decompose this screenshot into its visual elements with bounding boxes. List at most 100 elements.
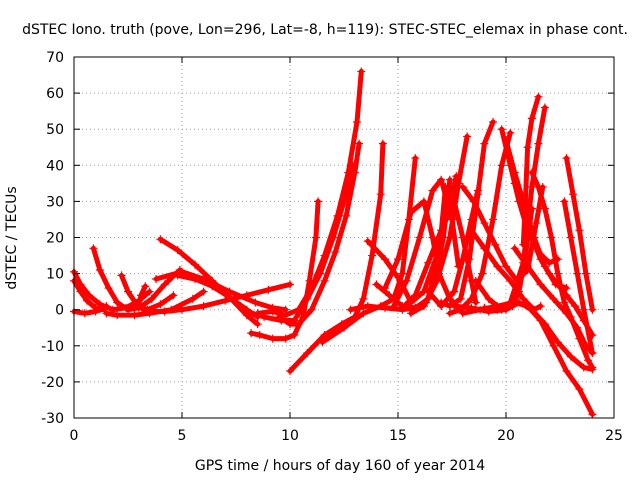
data-point (566, 312, 575, 321)
data-point (311, 233, 320, 242)
data-point (419, 302, 428, 311)
data-series (450, 298, 597, 374)
data-series (275, 139, 364, 329)
data-point (294, 305, 303, 314)
data-point (378, 139, 387, 148)
data-point (156, 300, 165, 309)
data-point (467, 303, 476, 312)
data-point (188, 294, 197, 303)
data-point (497, 125, 506, 134)
data-point (355, 139, 364, 148)
data-point (465, 255, 474, 264)
data-point (394, 255, 402, 264)
data-point (458, 309, 467, 318)
data-point (199, 287, 208, 296)
data-point (545, 269, 554, 278)
data-point (502, 136, 510, 145)
x-tick-label: 15 (389, 428, 407, 444)
series-line (529, 170, 595, 370)
data-point (89, 244, 98, 253)
series-line (71, 305, 109, 316)
data-point (566, 352, 575, 361)
data-point (113, 311, 122, 320)
data-point (411, 291, 420, 300)
data-point (307, 284, 316, 293)
data-point (484, 294, 493, 303)
data-point (450, 287, 459, 296)
data-point (469, 197, 478, 206)
chart-title: dSTEC Iono. truth (pove, Lon=296, Lat=-8… (22, 22, 628, 38)
data-point (76, 280, 85, 289)
data-point (547, 233, 556, 242)
data-arcs (70, 67, 597, 419)
data-point (247, 329, 256, 338)
data-point (534, 92, 543, 101)
data-point (406, 309, 415, 318)
data-point (372, 280, 381, 289)
data-point (152, 275, 161, 284)
data-point (553, 269, 562, 278)
series-line (408, 133, 470, 316)
data-point (571, 302, 580, 311)
data-point (540, 103, 549, 112)
data-point (456, 294, 465, 303)
data-point (320, 276, 329, 285)
data-point (419, 197, 428, 206)
data-point (381, 303, 390, 312)
data-point (264, 285, 273, 294)
data-point (147, 307, 156, 316)
tick-labels: 0 5 10 15 20 25 -30 -20 -10 0 10 20 30 40 50 60 70 (41, 50, 623, 444)
data-point (536, 280, 545, 289)
data-point (581, 269, 590, 278)
data-point (480, 244, 489, 253)
y-tick-label: 70 (46, 50, 64, 66)
data-series (519, 92, 543, 249)
data-point (85, 291, 94, 300)
y-axis-label: dSTEC / TECUs (4, 186, 20, 289)
data-point (381, 284, 390, 293)
data-point (471, 276, 480, 285)
data-series (406, 132, 472, 318)
data-point (178, 305, 186, 314)
series-line (512, 245, 595, 356)
data-point (491, 240, 500, 249)
data-point (480, 139, 489, 148)
x-tick-label: 0 (70, 428, 79, 444)
data-point (160, 307, 169, 316)
data-point (368, 251, 377, 260)
data-point (385, 291, 394, 300)
data-point (145, 287, 154, 296)
data-point (480, 219, 489, 228)
data-series (89, 244, 184, 314)
data-point (402, 276, 411, 285)
data-point (532, 219, 541, 228)
data-point (415, 233, 424, 242)
data-point (514, 298, 523, 307)
data-point (579, 305, 588, 314)
data-series (398, 197, 480, 312)
data-point (575, 385, 584, 394)
data-point (141, 282, 150, 291)
data-point (534, 182, 543, 191)
data-point (566, 233, 575, 242)
data-point (190, 260, 199, 269)
data-point (478, 269, 487, 278)
data-point (445, 309, 454, 318)
series-line (399, 198, 479, 311)
data-point (553, 338, 562, 347)
data-point (497, 161, 506, 170)
data-point (80, 309, 89, 318)
data-point (255, 330, 264, 339)
data-point (389, 302, 398, 311)
y-tick-label: 60 (46, 86, 64, 102)
data-point (545, 258, 554, 267)
data-point (527, 305, 536, 314)
x-tick-label: 10 (281, 428, 299, 444)
data-point (242, 307, 251, 316)
data-point (534, 139, 543, 148)
data-point (363, 237, 372, 246)
data-point (424, 258, 433, 267)
data-point (519, 240, 528, 249)
data-point (286, 280, 294, 289)
y-tick-label: 20 (46, 231, 64, 247)
